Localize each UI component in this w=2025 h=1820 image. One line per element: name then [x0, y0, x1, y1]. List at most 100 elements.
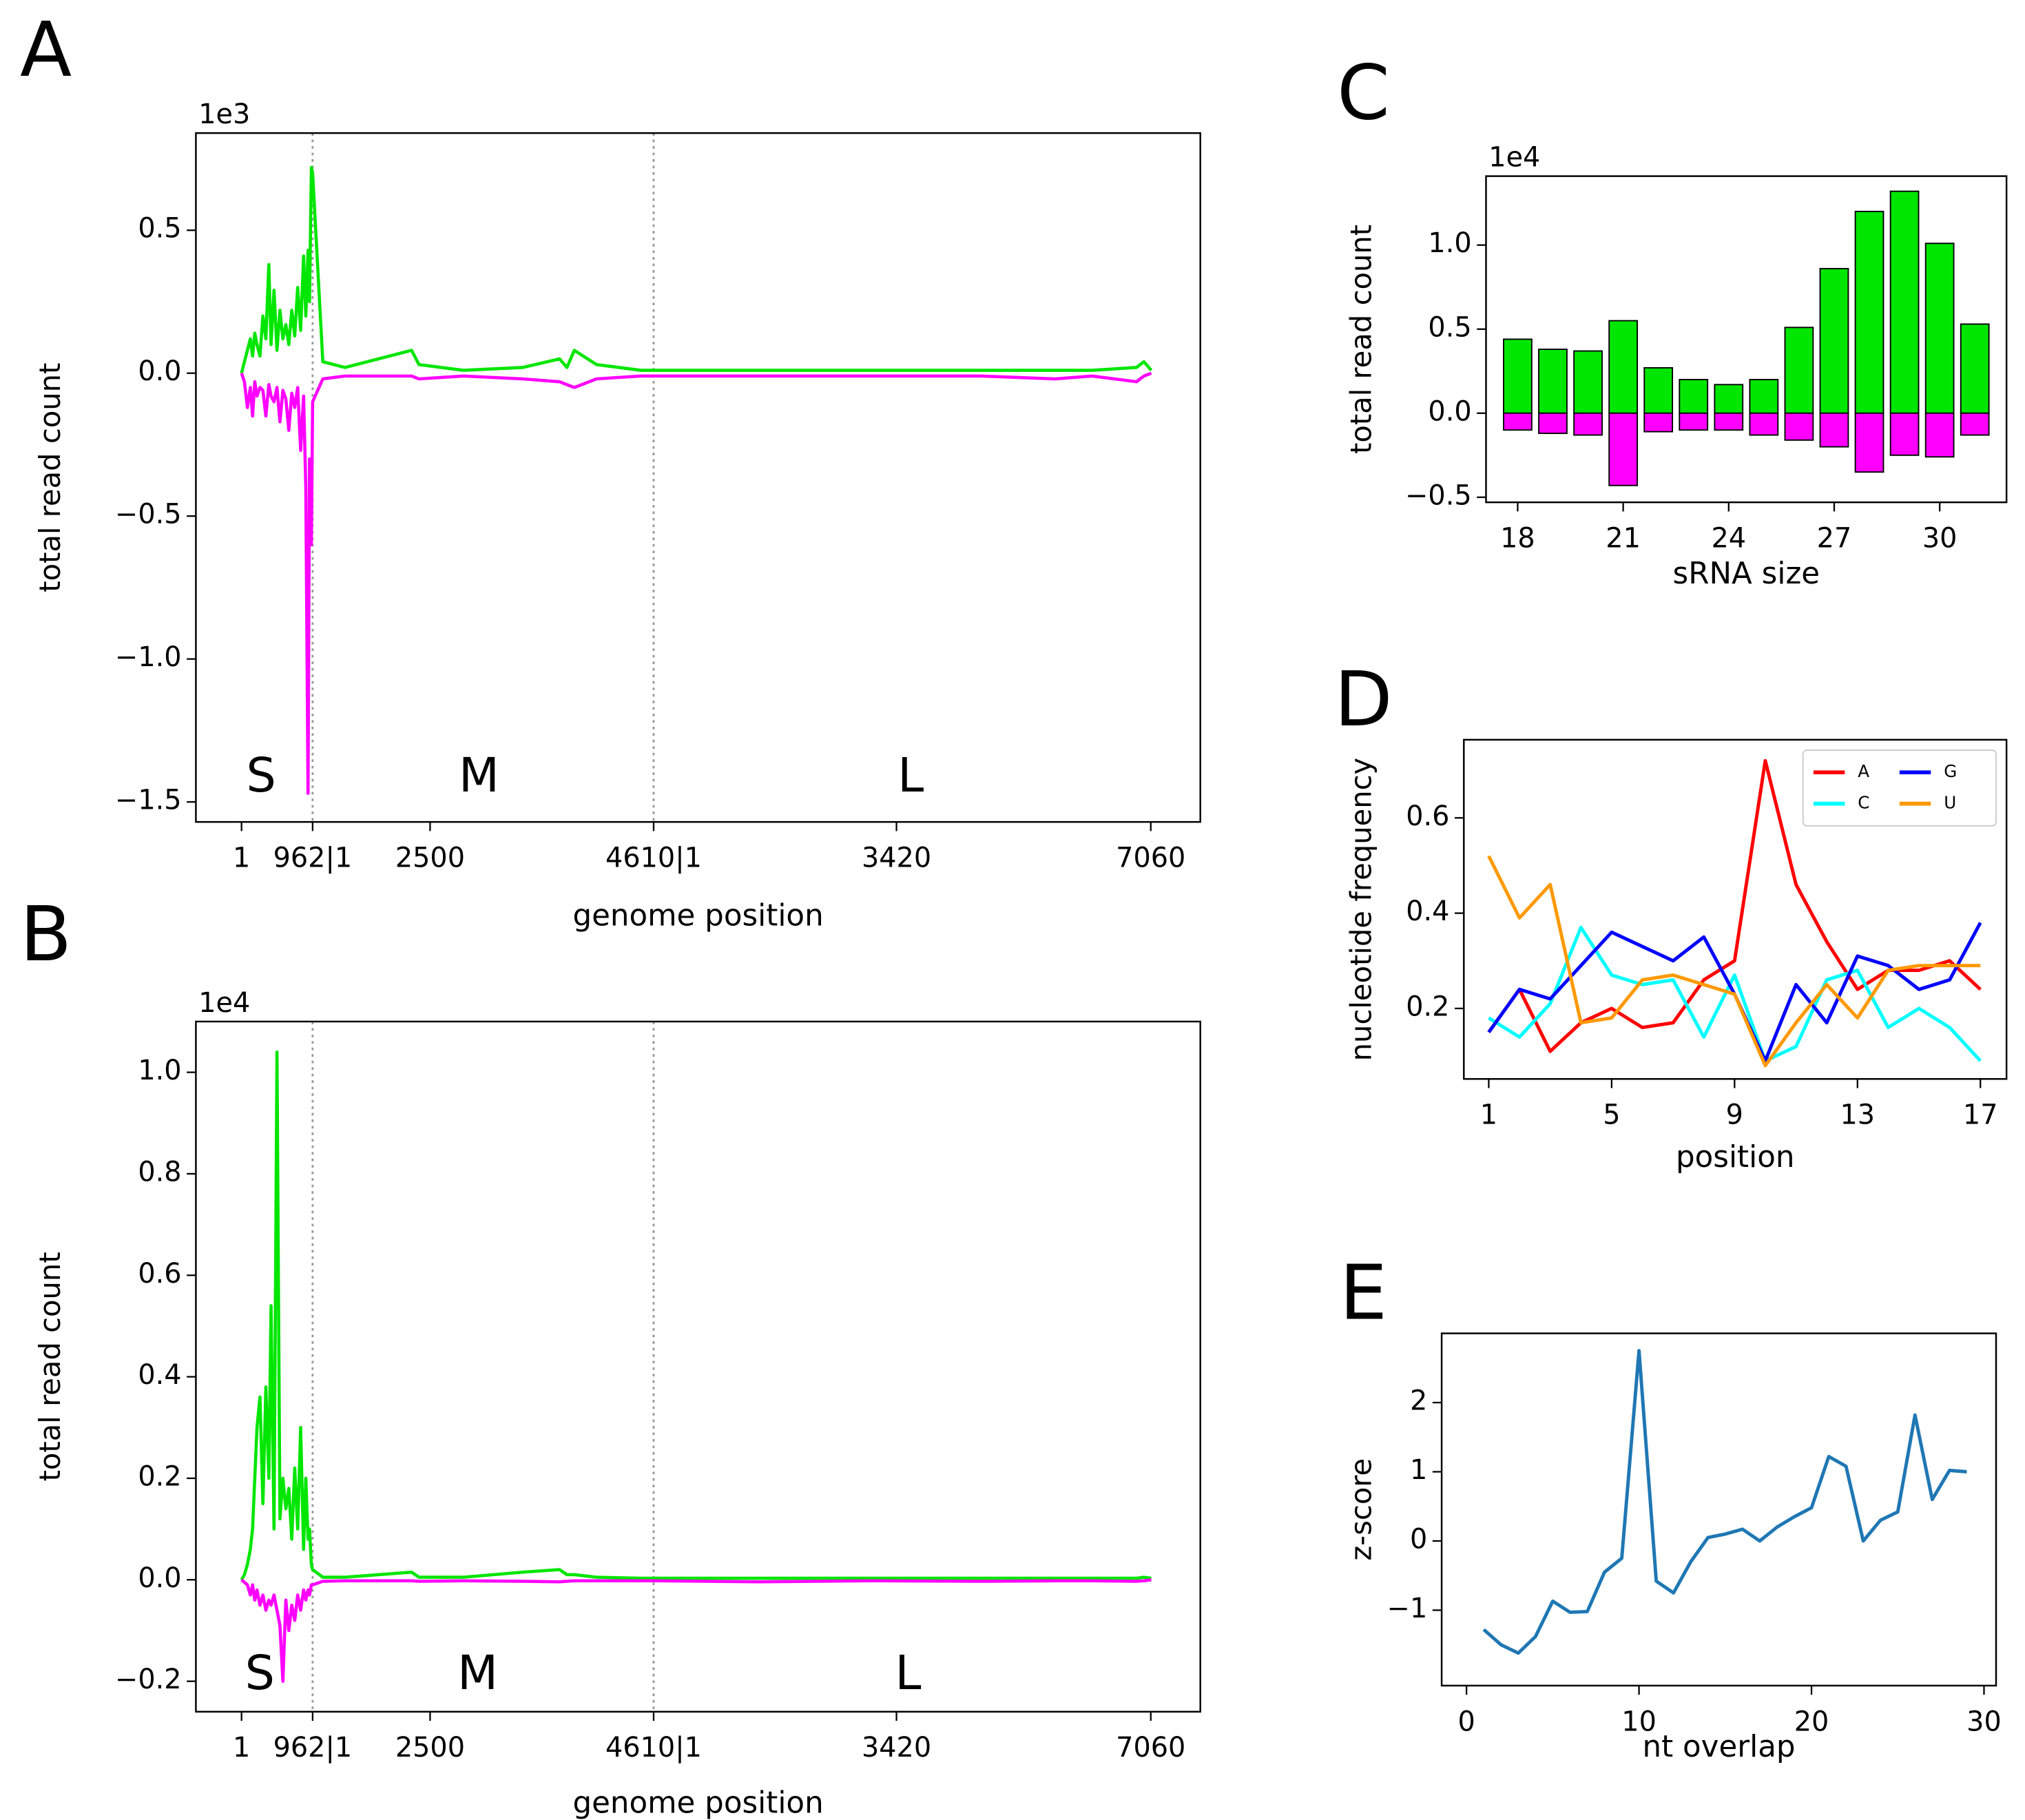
x-tick-label: 24 [1711, 523, 1746, 555]
y-tick-label: 0.5 [1428, 311, 1471, 343]
bar [1538, 349, 1568, 414]
y-tick-label: 0.6 [138, 1258, 181, 1290]
x-tick-label: 18 [1500, 523, 1535, 555]
data-line [1487, 855, 1981, 1068]
y-axis-label: total read count [33, 1252, 67, 1481]
bar [1854, 412, 1884, 473]
panel-label: A [20, 6, 72, 94]
x-axis-label: position [1676, 1140, 1795, 1175]
bar [1573, 412, 1603, 436]
bar [1679, 379, 1709, 414]
y-tick-label: 0.6 [1406, 800, 1449, 832]
y-tick-label: −0.5 [115, 499, 182, 530]
x-tick-label: 2500 [395, 1732, 465, 1764]
x-tick-label: 962|1 [273, 842, 353, 874]
bar [1643, 412, 1674, 433]
y-tick-label: 0.2 [1406, 991, 1449, 1022]
bar [1749, 379, 1779, 414]
x-axis-label: genome position [572, 898, 823, 933]
y-tick-label: 0.2 [138, 1460, 181, 1492]
plot-frame [1440, 1332, 1997, 1687]
offset-text: 1e4 [1488, 142, 1540, 174]
bar [1960, 412, 1990, 436]
x-tick-label: 3420 [862, 1732, 931, 1764]
panel-label: B [20, 890, 72, 978]
segment-label: L [895, 1646, 921, 1701]
segment-label: M [459, 749, 499, 803]
y-tick-label: −1.5 [115, 785, 182, 816]
bar [1573, 350, 1603, 414]
x-tick-label: 30 [1966, 1706, 2002, 1737]
segment-label: S [246, 749, 276, 803]
y-tick-label: −0.2 [115, 1664, 182, 1695]
y-tick-label: 0.8 [138, 1156, 181, 1188]
x-tick-label: 9 [1726, 1099, 1743, 1131]
segment-label: S [245, 1646, 275, 1701]
bar [1608, 412, 1638, 486]
bar [1643, 366, 1674, 414]
data-line [240, 1050, 1152, 1581]
bar [1679, 412, 1709, 431]
data-line [240, 371, 1152, 795]
legend-label: A [1858, 761, 1869, 781]
x-tick-label: 962|1 [273, 1732, 353, 1764]
bar [1819, 267, 1849, 414]
legend-label: G [1944, 761, 1957, 781]
x-tick-label: 30 [1922, 523, 1958, 555]
bar [1749, 412, 1779, 436]
y-tick-label: 0.4 [138, 1359, 181, 1391]
y-tick-label: −1 [1387, 1593, 1428, 1624]
y-tick-label: 0.0 [1428, 395, 1471, 427]
panel-label: D [1334, 655, 1393, 743]
y-tick-label: 1.0 [138, 1055, 181, 1086]
x-tick-label: 0 [1458, 1706, 1475, 1737]
segment-label: M [457, 1646, 498, 1701]
x-tick-label: 1 [233, 1732, 250, 1764]
y-axis-label: total read count [1344, 225, 1378, 454]
offset-text: 1e3 [198, 99, 250, 130]
x-tick-label: 3420 [862, 842, 931, 874]
legend-label: C [1858, 793, 1869, 813]
bar [1503, 338, 1533, 414]
bar [1784, 412, 1814, 441]
x-tick-label: 20 [1794, 1706, 1829, 1737]
bar [1538, 412, 1568, 435]
data-line [240, 1578, 1152, 1683]
y-tick-label: −0.5 [1405, 479, 1472, 511]
y-axis-label: z-score [1344, 1458, 1378, 1561]
panel-label: E [1340, 1249, 1387, 1337]
y-axis-label: nucleotide frequency [1344, 758, 1378, 1062]
bar [1889, 190, 1920, 414]
offset-text: 1e4 [198, 987, 250, 1019]
bar [1889, 412, 1920, 456]
bar [1819, 412, 1849, 448]
plot-frame [1485, 175, 2008, 504]
bar [1608, 320, 1638, 414]
x-axis-label: genome position [572, 1786, 823, 1820]
bar [1924, 412, 1955, 458]
panel-label: C [1337, 48, 1390, 136]
plot-frame [195, 1020, 1201, 1713]
plot-frame [195, 132, 1201, 823]
x-tick-label: 21 [1606, 523, 1641, 555]
segment-label: L [897, 749, 924, 803]
data-line [240, 165, 1153, 374]
y-tick-label: 0.4 [1406, 896, 1449, 927]
x-tick-label: 7060 [1116, 842, 1185, 874]
x-axis-label: sRNA size [1673, 557, 1820, 591]
plot-frame [1463, 738, 2008, 1080]
y-tick-label: 0 [1410, 1523, 1427, 1555]
x-tick-label: 27 [1817, 523, 1852, 555]
x-tick-label: 7060 [1116, 1732, 1185, 1764]
x-tick-label: 13 [1840, 1099, 1875, 1131]
data-line [1482, 1349, 1967, 1655]
bar [1784, 327, 1814, 414]
legend-label: U [1944, 793, 1956, 813]
bar [1854, 210, 1884, 414]
y-tick-label: −1.0 [115, 641, 182, 673]
bar [1714, 384, 1744, 414]
y-axis-label: total read count [33, 363, 67, 592]
x-tick-label: 4610|1 [605, 842, 702, 874]
